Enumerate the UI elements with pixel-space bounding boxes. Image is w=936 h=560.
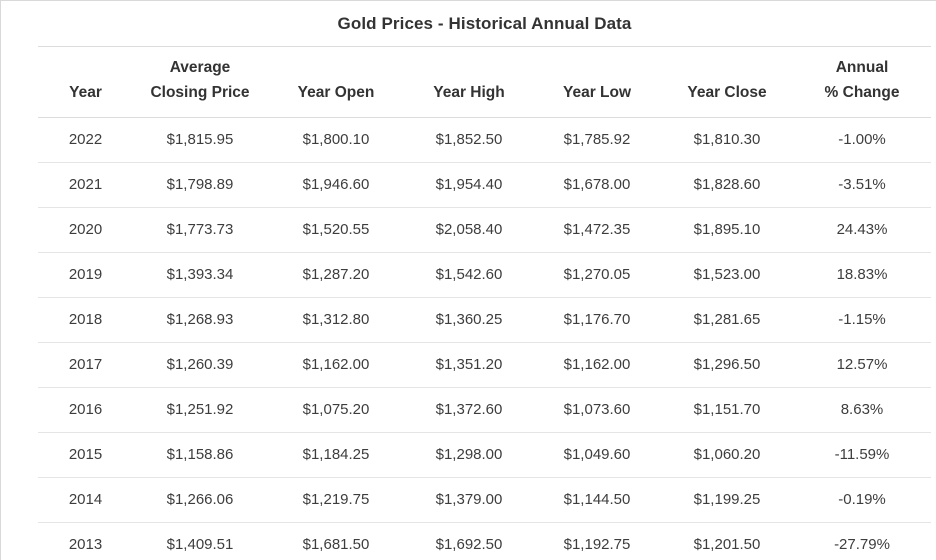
cell-year: 2013 [68, 535, 103, 553]
table-body: 2022 $1,815.95 $1,800.10 $1,852.50 $1,785.92… [38, 117, 931, 560]
cell-year-low: $1,144.50 [533, 477, 661, 523]
cell-year-close: $1,060.20 [661, 432, 793, 478]
table-row: 2022 $1,815.95 $1,800.10 $1,852.50 $1,785.92… [38, 117, 931, 163]
cell-year-close: $1,895.10 [661, 207, 793, 253]
column-header-year-low: Year Low [533, 46, 661, 118]
cell-year-high: $1,351.20 [405, 342, 533, 388]
table-row: 2015 $1,158.86 $1,184.25 $1,298.00 $1,049.60… [38, 432, 931, 478]
cell-annual-pct-change: -1.15% [793, 297, 931, 343]
cell-year-close: $1,151.70 [661, 387, 793, 433]
cell-year-low: $1,678.00 [533, 162, 661, 208]
table-row: 2018 $1,268.93 $1,312.80 $1,360.25 $1,176.70… [38, 297, 931, 343]
cell-annual-pct-change: -27.79% [834, 535, 890, 553]
column-header-year-high: Year High [405, 46, 533, 118]
cell-year-open: $1,184.25 [267, 432, 405, 478]
column-header-year: Year [38, 46, 133, 118]
cell-year-low: $1,270.05 [533, 252, 661, 298]
cell-annual-pct-change: 12.57% [793, 342, 931, 388]
cell-year-open: $1,219.75 [267, 477, 405, 523]
cell-year-low: $1,785.92 [533, 117, 661, 163]
cell-year-close: $1,281.65 [661, 297, 793, 343]
table-row: 2013 $1,409.51 $1,681.50 $1,692.50 $1,192.75… [38, 522, 931, 560]
cell-annual-pct-change: -3.51% [793, 162, 931, 208]
cell-average-closing-price: $1,266.06 [133, 477, 267, 523]
cell-annual-pct-change: -11.59% [793, 432, 931, 478]
cell-year-high: $1,379.00 [405, 477, 533, 523]
cell-year-high: $1,298.00 [405, 432, 533, 478]
cell-year-open: $1,520.55 [267, 207, 405, 253]
cell-year-open: $1,800.10 [267, 117, 405, 163]
table-row: 2017 $1,260.39 $1,162.00 $1,351.20 $1,162.00… [38, 342, 931, 388]
cell-year: 2019 [38, 252, 133, 298]
column-header-year-close: Year Close [661, 46, 793, 118]
cell-year-low: $1,049.60 [533, 432, 661, 478]
cell-year: 2015 [38, 432, 133, 478]
cell-year-low: $1,176.70 [533, 297, 661, 343]
gold-prices-table: Year Average Closing Price Year Open Yea… [38, 46, 931, 560]
cell-year-close: $1,523.00 [661, 252, 793, 298]
cell-average-closing-price: $1,773.73 [133, 207, 267, 253]
cell-year-high: $1,372.60 [405, 387, 533, 433]
cell-annual-pct-change: -0.19% [793, 477, 931, 523]
cell-average-closing-price: $1,409.51 [166, 535, 234, 553]
column-header-average-closing-price: Average Closing Price [133, 46, 267, 118]
cell-year-open: $1,287.20 [267, 252, 405, 298]
table-row: 2016 $1,251.92 $1,075.20 $1,372.60 $1,073.60… [38, 387, 931, 433]
cell-year-close: $1,828.60 [661, 162, 793, 208]
cell-annual-pct-change: 18.83% [793, 252, 931, 298]
cell-year-open: $1,162.00 [267, 342, 405, 388]
table-row: 2014 $1,266.06 $1,219.75 $1,379.00 $1,144.50… [38, 477, 931, 523]
cell-year-open: $1,075.20 [267, 387, 405, 433]
cell-year: 2016 [38, 387, 133, 433]
cell-year-high: $2,058.40 [405, 207, 533, 253]
column-header-annual-pct-change: Annual % Change [793, 46, 931, 118]
cell-average-closing-price: $1,798.89 [133, 162, 267, 208]
table-container: Gold Prices - Historical Annual Data Yea… [38, 1, 931, 560]
cell-annual-pct-change: 24.43% [793, 207, 931, 253]
page-title: Gold Prices - Historical Annual Data [337, 14, 632, 33]
cell-year-high: $1,360.25 [405, 297, 533, 343]
cell-year-low: $1,192.75 [563, 535, 631, 553]
table-header-row: Year Average Closing Price Year Open Yea… [38, 46, 931, 118]
cell-average-closing-price: $1,815.95 [133, 117, 267, 163]
cell-year-high: $1,852.50 [405, 117, 533, 163]
cell-year-close: $1,296.50 [661, 342, 793, 388]
cell-year: 2017 [38, 342, 133, 388]
cell-year: 2021 [38, 162, 133, 208]
cell-average-closing-price: $1,260.39 [133, 342, 267, 388]
cell-year-open: $1,946.60 [267, 162, 405, 208]
cell-year-close: $1,201.50 [693, 535, 761, 553]
cell-year-high: $1,692.50 [435, 535, 503, 553]
cell-year-high: $1,954.40 [405, 162, 533, 208]
cell-year: 2022 [38, 117, 133, 163]
cell-annual-pct-change: 8.63% [793, 387, 931, 433]
column-header-year-open: Year Open [267, 46, 405, 118]
cell-year: 2014 [38, 477, 133, 523]
cell-year-open: $1,312.80 [267, 297, 405, 343]
cell-year-close: $1,810.30 [661, 117, 793, 163]
cell-year: 2018 [38, 297, 133, 343]
cell-year-close: $1,199.25 [661, 477, 793, 523]
cell-average-closing-price: $1,251.92 [133, 387, 267, 433]
table-row: 2021 $1,798.89 $1,946.60 $1,954.40 $1,678.00… [38, 162, 931, 208]
table-row: 2020 $1,773.73 $1,520.55 $2,058.40 $1,472.35… [38, 207, 931, 253]
cell-year-low: $1,472.35 [533, 207, 661, 253]
cell-annual-pct-change: -1.00% [793, 117, 931, 163]
cell-year-high: $1,542.60 [405, 252, 533, 298]
cell-year-open: $1,681.50 [302, 535, 370, 553]
cell-average-closing-price: $1,393.34 [133, 252, 267, 298]
cell-average-closing-price: $1,268.93 [133, 297, 267, 343]
cell-year-low: $1,162.00 [533, 342, 661, 388]
table-row: 2019 $1,393.34 $1,287.20 $1,542.60 $1,270.05… [38, 252, 931, 298]
cell-average-closing-price: $1,158.86 [133, 432, 267, 478]
cell-year-low: $1,073.60 [533, 387, 661, 433]
cell-year: 2020 [38, 207, 133, 253]
